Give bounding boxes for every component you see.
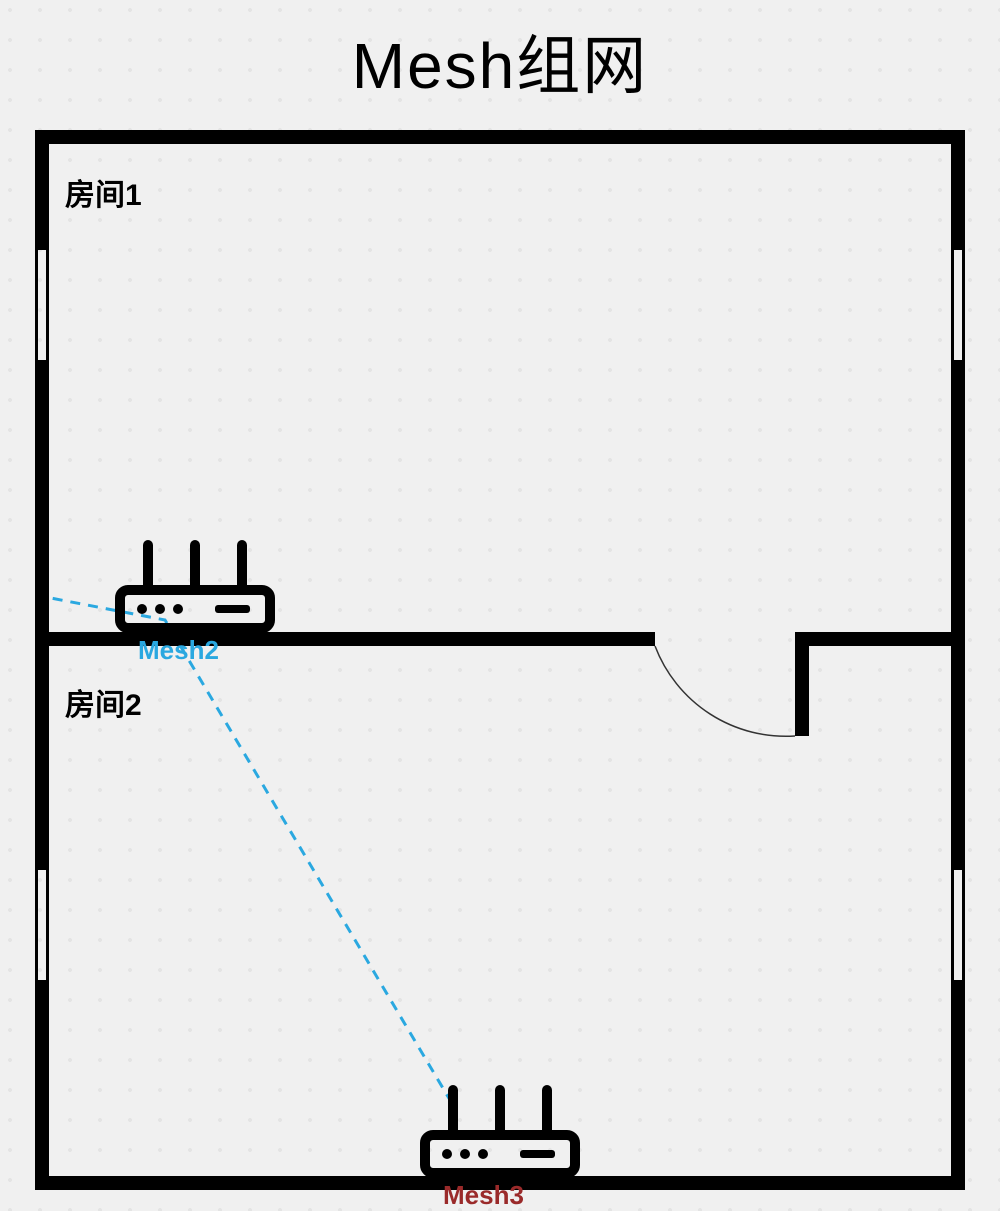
mesh2-router-icon: [120, 545, 270, 639]
mesh2-label: Mesh2: [138, 635, 219, 666]
connection-line: [35, 595, 450, 1100]
page-title: Mesh组网: [0, 15, 1000, 107]
door-arc: [655, 646, 795, 736]
mesh3-label: Mesh3: [443, 1180, 524, 1211]
room2-label: 房间2: [65, 680, 142, 724]
mesh3-router-icon: [425, 1090, 575, 1184]
room1-label: 房间1: [65, 170, 142, 214]
floorplan: 房间1 房间2 Mesh2 Mesh3: [35, 130, 965, 1190]
